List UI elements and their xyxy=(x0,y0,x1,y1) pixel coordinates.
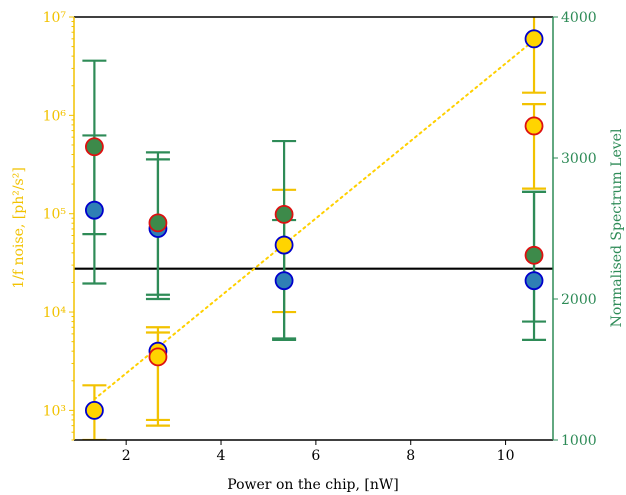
data-point-s3-p0 xyxy=(84,137,104,157)
x-tick-label: 2 xyxy=(122,448,131,464)
x-tick-label: 8 xyxy=(406,448,415,464)
y-left-tick-label: 10³ xyxy=(43,403,66,419)
data-point-s3-p3 xyxy=(524,245,544,265)
y-axis-left-title: 1/f noise, [ph²/s²] xyxy=(11,167,27,289)
plot-area xyxy=(74,17,553,440)
data-point-s2-p3 xyxy=(524,271,544,291)
fit-line xyxy=(93,39,536,401)
data-point-s2-p0 xyxy=(84,200,104,220)
data-point-s0-p0 xyxy=(84,400,104,420)
data-point-s0-p3 xyxy=(524,29,544,49)
y-right-tick-label: 4000 xyxy=(561,10,597,26)
data-point-s3-p2 xyxy=(274,204,294,224)
x-tick-label: 6 xyxy=(311,448,320,464)
y-right-tick-label: 3000 xyxy=(561,151,597,167)
data-point-s2-p2 xyxy=(274,271,294,291)
y-axis-right-title: Normalised Spectrum Level xyxy=(609,128,625,327)
data-point-s0-p2 xyxy=(274,235,294,255)
y-left-tick-label: 10⁶ xyxy=(43,108,67,124)
axes: 2 4 6 8 10 10³ 10⁴ 10⁵ 10⁶ 10⁷ 1000 2000 3000 4000 xyxy=(43,10,597,464)
y-right-tick-label: 2000 xyxy=(561,292,597,308)
x-tick-label: 10 xyxy=(497,448,515,464)
y-right-tick-label: 1000 xyxy=(561,433,597,449)
y-left-tick-label: 10⁵ xyxy=(43,207,67,223)
x-axis-title: Power on the chip, [nW] xyxy=(227,477,399,493)
data-point-s3-p1 xyxy=(148,213,168,233)
y-left-tick-label: 10⁴ xyxy=(43,305,67,321)
data-point-s1-p3 xyxy=(524,116,544,136)
x-tick-label: 4 xyxy=(217,448,226,464)
y-left-tick-label: 10⁷ xyxy=(43,10,67,26)
data-point-s1-p1 xyxy=(148,347,168,367)
